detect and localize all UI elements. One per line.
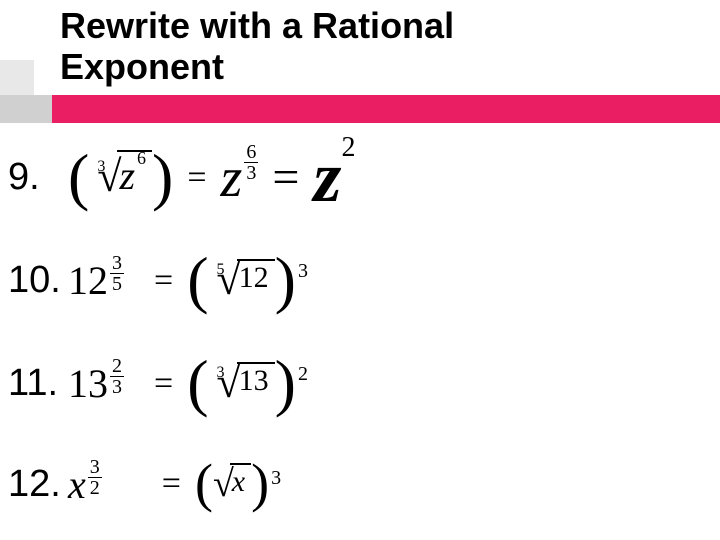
step1-exp-frac: 6 3 xyxy=(244,142,258,183)
equals-icon: = xyxy=(187,159,206,197)
problem-9-expr: ( 3 √ z 6 ) = z 6 xyxy=(68,136,355,219)
result-base: z xyxy=(313,136,341,219)
p9-radical: 3 √ z 6 xyxy=(89,156,152,199)
equals-icon: = xyxy=(272,150,299,205)
outer-exp: 2 xyxy=(298,363,308,386)
p11-radical: 3 √ 13 xyxy=(209,368,275,398)
p11-lhs: 13 2 3 xyxy=(68,360,124,407)
close-paren: ) xyxy=(275,361,296,406)
frac-den: 3 xyxy=(244,162,258,183)
lhs-base: 13 xyxy=(68,360,108,407)
problem-number: 10. xyxy=(8,259,68,302)
problem-12-expr: x 3 2 = ( √ x ) 3 xyxy=(68,461,281,508)
title-line-1: Rewrite with a Rational xyxy=(60,5,454,46)
root-index: 5 xyxy=(217,261,225,279)
accent-grey xyxy=(0,95,52,123)
lhs-exp-frac: 2 3 xyxy=(110,356,124,397)
root-index: 3 xyxy=(217,364,225,382)
p11-rhs-paren: ( 3 √ 13 ) 2 xyxy=(187,361,308,406)
close-paren: ) xyxy=(275,258,296,303)
p10-radical: 5 √ 12 xyxy=(209,265,275,295)
slide-title: Rewrite with a Rational Exponent xyxy=(60,5,454,88)
radicand-exp: 6 xyxy=(137,148,146,169)
frac-den: 2 xyxy=(88,477,102,498)
close-paren: ) xyxy=(152,155,173,200)
open-paren: ( xyxy=(68,155,89,200)
outer-exp: 3 xyxy=(271,467,281,490)
problems-area: 9. ( 3 √ z 6 ) = z xyxy=(0,130,720,537)
p9-lhs-paren: ( 3 √ z 6 ) xyxy=(68,155,173,200)
close-paren: ) xyxy=(251,465,269,503)
frac-num: 3 xyxy=(110,253,124,273)
frac-num: 6 xyxy=(244,142,258,162)
problem-10: 10. 12 3 5 = ( 5 √ 12 ) xyxy=(0,233,720,328)
open-paren: ( xyxy=(187,361,208,406)
p10-rhs-paren: ( 5 √ 12 ) 3 xyxy=(187,258,308,303)
p12-lhs: x 3 2 xyxy=(68,461,102,508)
accent-grey-light xyxy=(0,60,34,95)
problem-number: 12. xyxy=(8,463,68,506)
lhs-base: 12 xyxy=(68,257,108,304)
frac-num: 2 xyxy=(110,356,124,376)
outer-exp: 3 xyxy=(298,260,308,283)
problem-12: 12. x 3 2 = ( √ x ) 3 xyxy=(0,439,720,529)
root-index: 3 xyxy=(97,158,105,176)
open-paren: ( xyxy=(195,465,213,503)
radicand: z 6 xyxy=(117,150,152,199)
p10-lhs: 12 3 5 xyxy=(68,257,124,304)
title-line-2: Exponent xyxy=(60,46,454,87)
equals-icon: = xyxy=(154,262,173,300)
problem-number: 9. xyxy=(8,156,68,199)
problem-9: 9. ( 3 √ z 6 ) = z xyxy=(0,130,720,225)
lhs-base: x xyxy=(68,461,86,508)
step1-base: z xyxy=(221,146,243,210)
p12-radical: √ x xyxy=(213,469,251,499)
problem-number: 11. xyxy=(8,362,68,405)
accent-bar xyxy=(0,95,720,123)
radicand-base: z xyxy=(119,152,135,199)
p9-step1: z 6 3 xyxy=(221,146,259,210)
radicand: 13 xyxy=(237,362,275,398)
p12-rhs-paren: ( √ x ) 3 xyxy=(195,465,281,503)
problem-11: 11. 13 2 3 = ( 3 √ 13 ) xyxy=(0,336,720,431)
equals-icon: = xyxy=(162,465,181,503)
problem-10-expr: 12 3 5 = ( 5 √ 12 ) 3 xyxy=(68,257,308,304)
result-exp: 2 xyxy=(341,132,355,164)
lhs-exp-frac: 3 2 xyxy=(88,457,102,498)
frac-den: 5 xyxy=(110,273,124,294)
radicand: x xyxy=(230,463,251,499)
radicand: 12 xyxy=(237,259,275,295)
frac-den: 3 xyxy=(110,376,124,397)
open-paren: ( xyxy=(187,258,208,303)
p9-result: z 2 xyxy=(313,136,355,219)
problem-11-expr: 13 2 3 = ( 3 √ 13 ) 2 xyxy=(68,360,308,407)
equals-icon: = xyxy=(154,365,173,403)
frac-num: 3 xyxy=(88,457,102,477)
lhs-exp-frac: 3 5 xyxy=(110,253,124,294)
